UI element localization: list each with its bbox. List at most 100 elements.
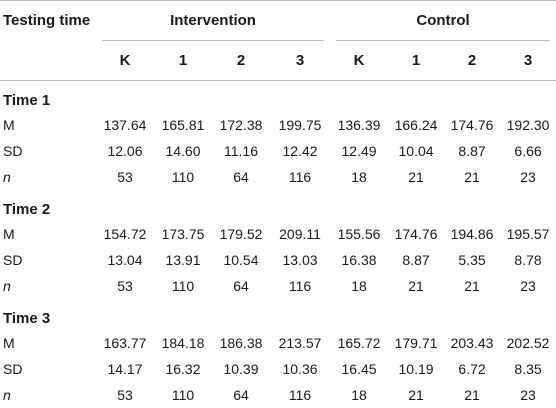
table-cell: 5.35 [444,247,500,273]
row-label: n [0,164,96,190]
table-cell: 18 [330,164,388,190]
table-cell: 202.52 [500,330,556,356]
table-cell: 195.57 [500,221,556,247]
table-cell: 21 [388,382,444,408]
table-cell: 14.60 [154,138,212,164]
table-cell: 16.45 [330,356,388,382]
subcolumn-header: K [330,41,388,81]
table-cell: 203.43 [444,330,500,356]
table-cell: 194.86 [444,221,500,247]
table-cell: 13.03 [270,247,330,273]
table-cell: 179.71 [388,330,444,356]
section-title: Time 3 [0,299,556,330]
table-cell: 23 [500,382,556,408]
table-cell: 213.57 [270,330,330,356]
table-cell: 21 [444,382,500,408]
table-cell: 199.75 [270,112,330,138]
table-cell: 53 [96,382,154,408]
table-cell: 16.38 [330,247,388,273]
table-cell: 64 [212,273,270,299]
table-cell: 12.49 [330,138,388,164]
table-cell: 8.87 [444,138,500,164]
table-cell: 8.35 [500,356,556,382]
subcolumn-header: 3 [270,41,330,81]
table-cell: 166.24 [388,112,444,138]
table-cell: 64 [212,164,270,190]
table-cell: 110 [154,273,212,299]
table-cell: 137.64 [96,112,154,138]
row-label: SD [0,356,96,382]
subcolumn-header: 1 [154,41,212,81]
row-label: SD [0,138,96,164]
intervention-underline [102,40,324,41]
table-cell: 53 [96,164,154,190]
table-cell: 172.38 [212,112,270,138]
table-cell: 64 [212,382,270,408]
table-cell: 110 [154,164,212,190]
table-cell: 174.76 [388,221,444,247]
table-cell: 21 [444,164,500,190]
table-cell: 8.78 [500,247,556,273]
table-cell: 10.54 [212,247,270,273]
table-cell: 10.39 [212,356,270,382]
table-cell: 116 [270,273,330,299]
table-cell: 6.66 [500,138,556,164]
table-cell: 165.72 [330,330,388,356]
row-label: M [0,330,96,356]
control-underline [336,40,550,41]
table-cell: 23 [500,273,556,299]
control-header: Control [330,1,556,41]
control-header-label: Control [416,12,469,29]
subcolumn-header: 1 [388,41,444,81]
table-cell: 12.06 [96,138,154,164]
row-label: n [0,382,96,408]
table-cell: 8.87 [388,247,444,273]
subcolumn-header: K [96,41,154,81]
table-cell: 10.36 [270,356,330,382]
section-row: Time 3 [0,299,556,330]
table-cell: 14.17 [96,356,154,382]
header-row-groups: Testing time Intervention Control [0,1,556,41]
intervention-header-label: Intervention [170,12,256,29]
table-cell: 209.11 [270,221,330,247]
row-label: M [0,221,96,247]
table-cell: 110 [154,382,212,408]
subheader-empty [0,41,96,81]
section-row: Time 2 [0,190,556,221]
table-cell: 12.42 [270,138,330,164]
table-cell: 21 [444,273,500,299]
table-cell: 155.56 [330,221,388,247]
table-cell: 21 [388,273,444,299]
table-cell: 179.52 [212,221,270,247]
table-cell: 116 [270,382,330,408]
subcolumn-header: 3 [500,41,556,81]
testing-time-header: Testing time [0,1,96,41]
table-cell: 192.30 [500,112,556,138]
table-cell: 53 [96,273,154,299]
table-cell: 174.76 [444,112,500,138]
table-cell: 6.72 [444,356,500,382]
table-cell: 13.04 [96,247,154,273]
table-cell: 18 [330,273,388,299]
table-cell: 10.19 [388,356,444,382]
section-title: Time 1 [0,81,556,113]
table-cell: 165.81 [154,112,212,138]
table-cell: 21 [388,164,444,190]
table-cell: 154.72 [96,221,154,247]
table-cell: 18 [330,382,388,408]
subcolumn-header: 2 [212,41,270,81]
row-label: M [0,112,96,138]
table-cell: 186.38 [212,330,270,356]
